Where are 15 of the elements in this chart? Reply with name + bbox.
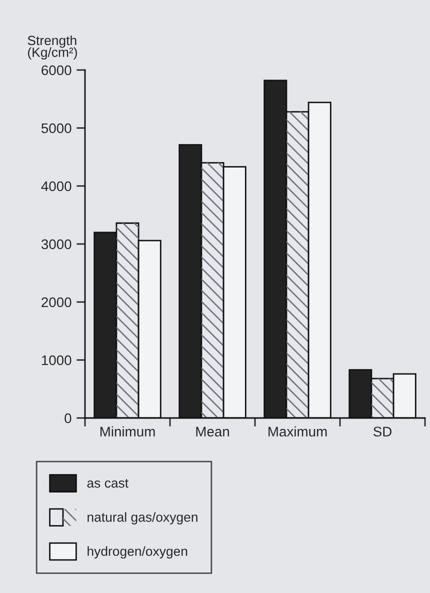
y-tick-label: 1000 (42, 355, 72, 366)
x-tick-label: Minimum (100, 426, 155, 437)
x-tick-label: SD (373, 426, 392, 437)
y-axis-title: Strength (Kg/cm²) (28, 35, 77, 60)
y-tick-label: 6000 (42, 65, 72, 76)
y-tick-label: 0 (64, 413, 72, 424)
legend-label: natural gas/oxygen (88, 512, 198, 524)
x-tick-label: Maximum (268, 426, 327, 437)
y-tick-label: 2000 (42, 297, 72, 308)
y-tick-label: 3000 (41, 239, 72, 250)
legend-label: as cast (87, 479, 128, 488)
legend-label: hydrogen/oxygen (88, 546, 188, 559)
y-tick-label: 5000 (41, 123, 72, 134)
x-tick-label: Mean (196, 426, 229, 437)
y-tick-label: 4000 (41, 181, 72, 192)
